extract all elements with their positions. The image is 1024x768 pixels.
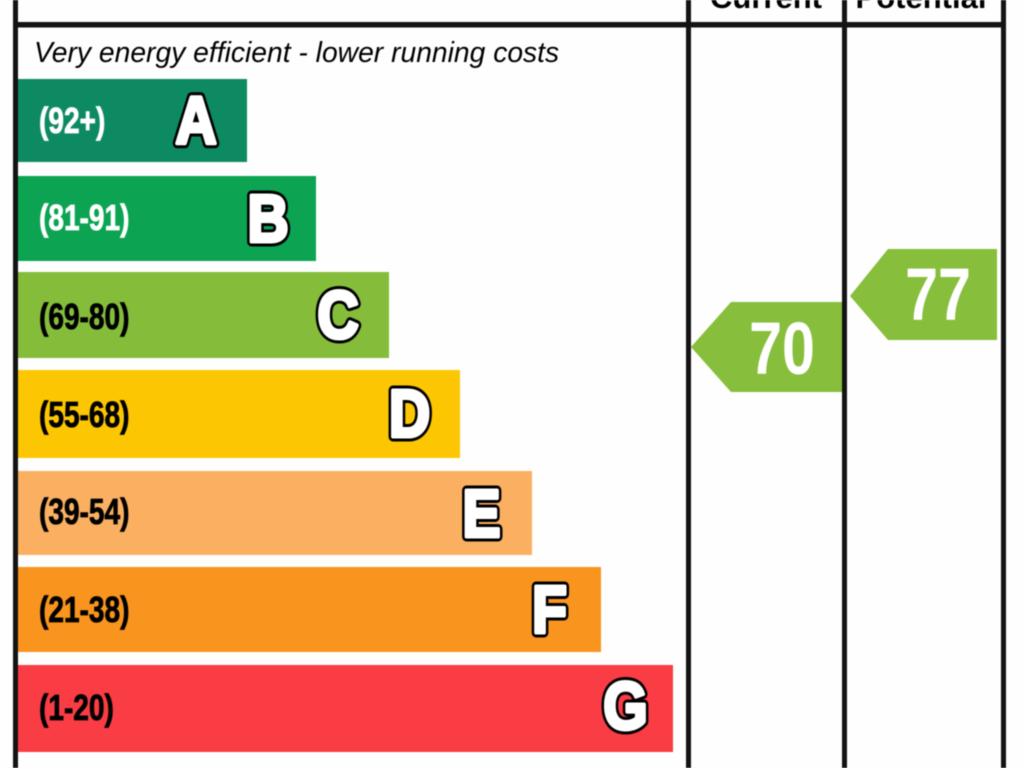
svg-text:(1-20): (1-20) [39,688,114,728]
svg-text:(81-91): (81-91) [39,198,129,238]
svg-text:F: F [532,573,567,647]
svg-text:Current: Current [710,0,822,15]
svg-text:B: B [247,182,288,256]
svg-text:(39-54): (39-54) [39,492,129,532]
svg-text:E: E [463,477,501,551]
svg-text:70: 70 [749,308,815,391]
svg-text:G: G [603,670,647,744]
svg-text:G: G [603,670,647,744]
svg-text:Potential: Potential [856,0,987,15]
svg-text:Very energy efficient - lower: Very energy efficient - lower running co… [34,37,559,69]
svg-text:77: 77 [905,254,971,337]
svg-text:(69-80): (69-80) [39,297,129,337]
svg-text:(21-38): (21-38) [39,590,129,630]
svg-text:(55-68): (55-68) [39,395,129,435]
svg-text:B: B [247,182,288,256]
svg-text:F: F [532,573,567,647]
svg-text:A: A [175,84,216,158]
svg-text:A: A [175,84,216,158]
svg-text:D: D [389,377,430,451]
svg-text:C: C [317,279,358,353]
svg-text:E: E [463,477,501,551]
svg-text:D: D [389,377,430,451]
svg-text:C: C [317,279,358,353]
svg-text:(92+): (92+) [39,101,105,141]
